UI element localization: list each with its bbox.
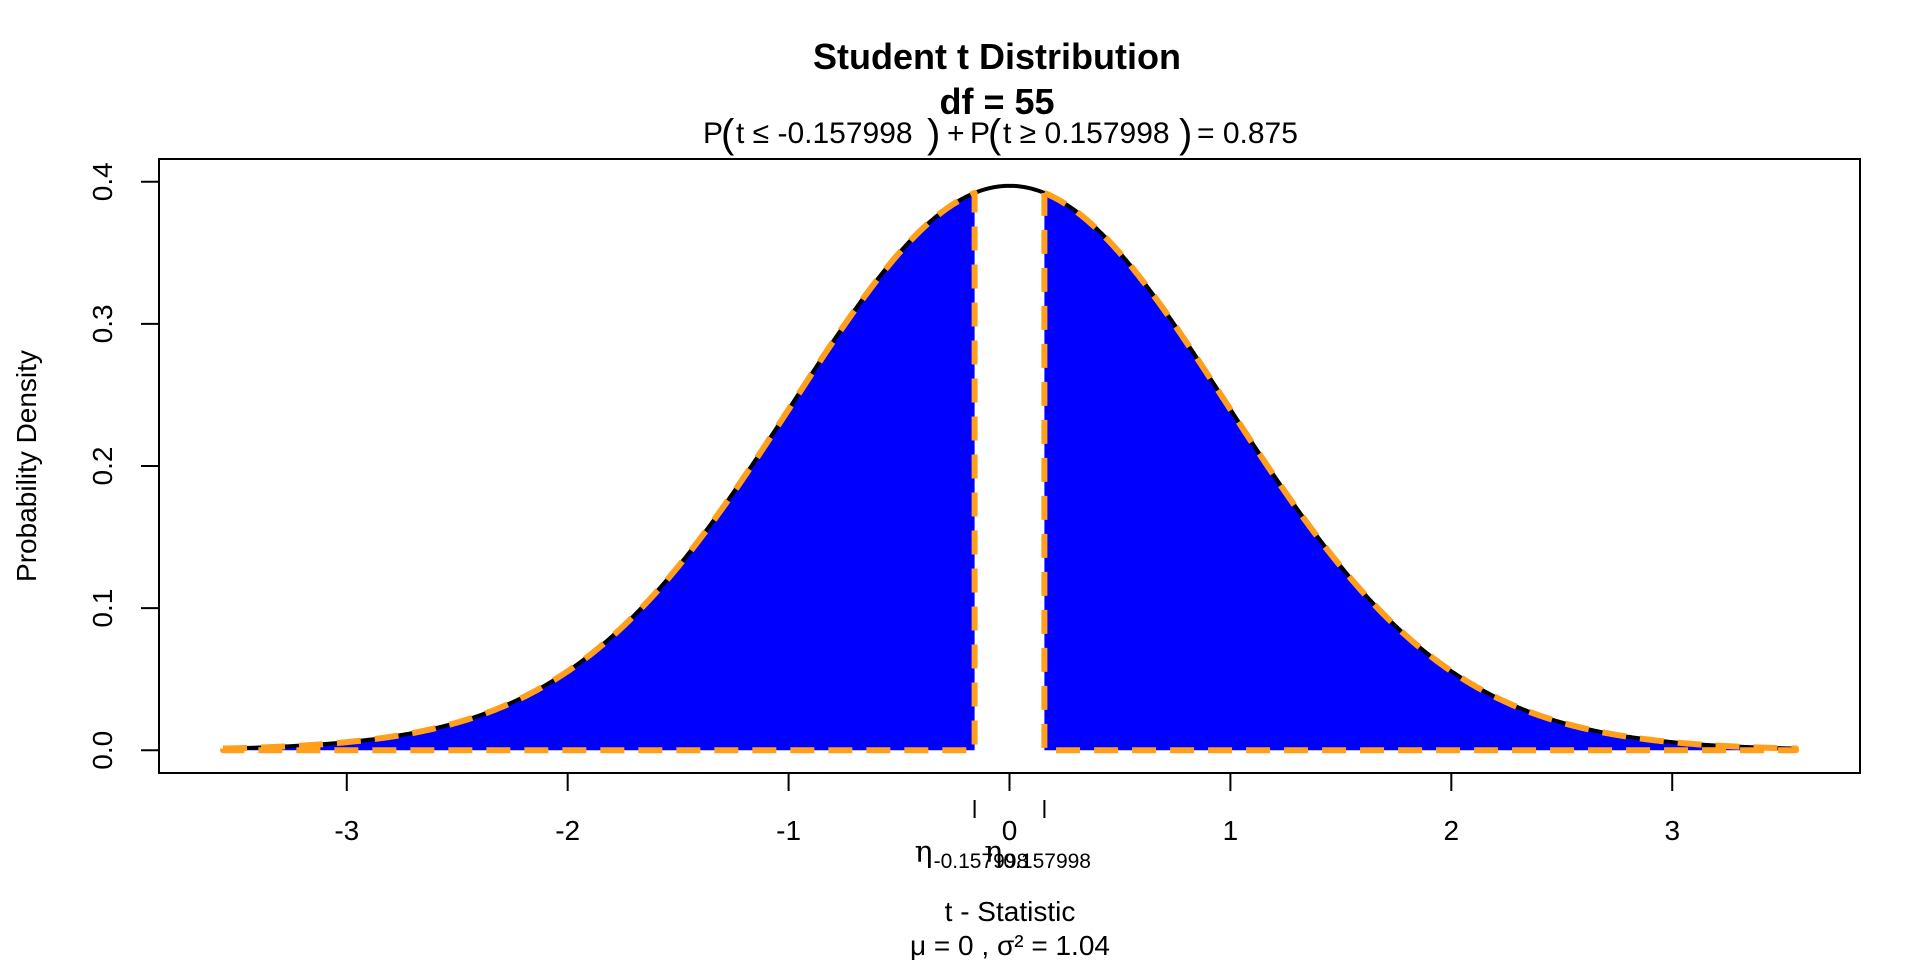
critical-label-symbol: η (984, 835, 1002, 870)
subtitle-right-paren-close: ) (1179, 112, 1192, 156)
y-tick-label: 0.4 (87, 162, 118, 201)
y-tick-label: 0.0 (87, 731, 118, 770)
critical-label-subscript: 0.157998 (1003, 850, 1091, 873)
dashed-outline-left (220, 189, 978, 754)
shaded-region-right (1044, 192, 1796, 751)
subtitle-plus: + (947, 117, 965, 150)
subtitle-equals: = 0.875 (1197, 117, 1298, 150)
density-curve (223, 183, 1796, 751)
x-tick-label: 0 (1002, 815, 1018, 846)
subtitle-left-inner: t ≤ -0.157998 (736, 117, 913, 150)
x-axis-params: μ = 0 , σ² = 1.04 (910, 930, 1110, 960)
y-tick-label: 0.3 (87, 304, 118, 343)
subtitle-left-prefix: P (703, 117, 723, 150)
x-axis-label: t - Statistic (945, 896, 1076, 927)
subtitle-right-inner: t ≥ 0.157998 (1003, 117, 1170, 150)
x-tick-label: -1 (776, 815, 801, 846)
x-tick-label: 3 (1664, 815, 1680, 846)
dashed-outline-layer (220, 189, 1799, 754)
x-tick-label: 2 (1444, 815, 1460, 846)
x-axis: -3 -2 -1 0 1 2 3 (334, 772, 1680, 846)
chart-subtitle: P ( t ≤ -0.157998 ) + P ( t ≥ 0.157998 )… (703, 112, 1298, 156)
x-tick-label: -3 (334, 815, 359, 846)
shaded-region-left (223, 192, 975, 751)
subtitle-left-paren-open: ( (721, 112, 735, 156)
y-tick-label: 0.1 (87, 589, 118, 628)
density-curve-layer (223, 183, 1796, 751)
critical-label: η -0.157998 (915, 835, 1029, 873)
subtitle-right-prefix: P (970, 117, 990, 150)
plot-frame (158, 158, 1861, 774)
chart-title-df: df = 55 (939, 81, 1054, 122)
x-tick-label: 1 (1223, 815, 1239, 846)
subtitle-left-paren-close: ) (927, 112, 940, 156)
subtitle-right-paren-open: ( (988, 112, 1002, 156)
critical-label: η 0.157998 (984, 835, 1091, 873)
y-axis: 0.0 0.1 0.2 0.3 0.4 (87, 162, 160, 770)
chart-title: Student t Distribution (813, 36, 1181, 77)
shaded-regions (223, 192, 1796, 751)
critical-label-symbol: η (915, 835, 933, 870)
y-axis-label: Probability Density (11, 350, 42, 582)
y-tick-label: 0.2 (87, 447, 118, 486)
critical-label-subscript: -0.157998 (934, 850, 1029, 873)
x-tick-label: -2 (555, 815, 580, 846)
